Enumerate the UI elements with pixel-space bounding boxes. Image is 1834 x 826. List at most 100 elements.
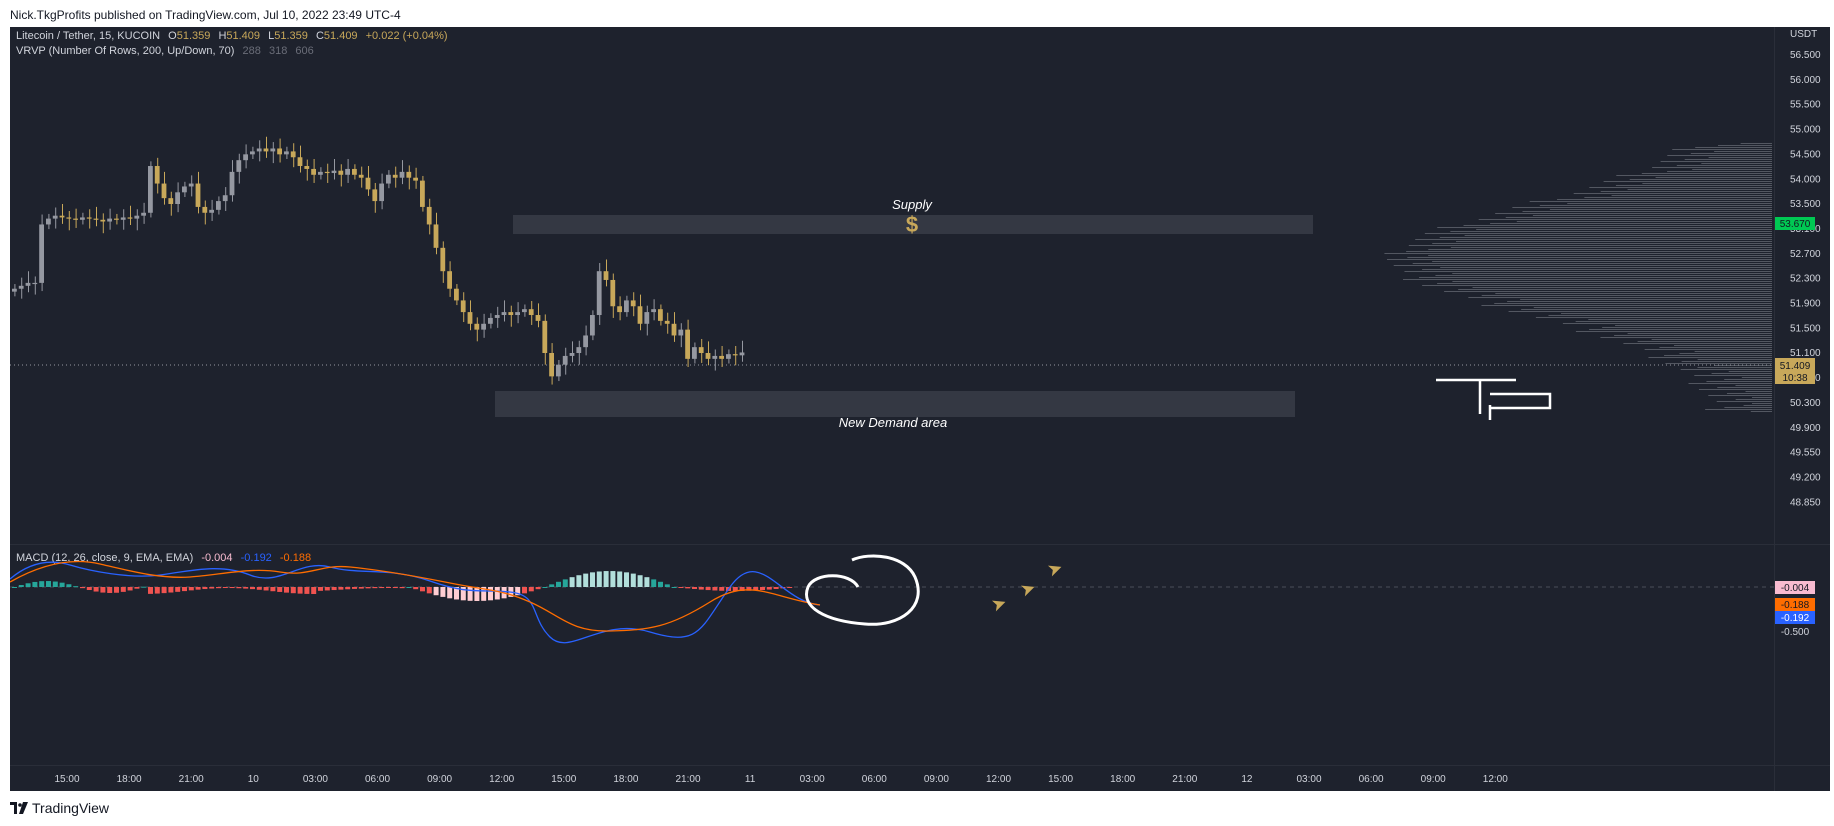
candle-body	[318, 171, 323, 175]
volume-profile-bar	[1652, 167, 1772, 168]
volume-profile-bar	[1408, 245, 1772, 246]
volume-profile-bar	[1644, 349, 1772, 350]
tradingview-icon	[10, 802, 28, 814]
volume-profile-bar	[1676, 165, 1772, 166]
macd-hist-bar	[66, 584, 72, 587]
volume-profile-bar	[1674, 345, 1772, 346]
macd-hist-bar	[406, 587, 412, 588]
volume-profile-bar	[1667, 171, 1772, 172]
macd-hist-bar	[345, 587, 351, 590]
time-tick: 09:00	[924, 774, 949, 785]
publish-info: Nick.TkgProfits published on TradingView…	[10, 8, 401, 22]
volume-profile-bar	[1472, 287, 1772, 288]
price-tick: 51.900	[1790, 299, 1821, 310]
volume-profile-bar	[1680, 369, 1772, 370]
candle-body	[712, 355, 718, 359]
chart-canvas[interactable]: Supply $ New Demand area Litecoin / Teth…	[9, 27, 1830, 791]
price-axis[interactable]: USDT 56.500 56.000 55.500 55.000 54.500 54.00…	[1790, 29, 1821, 508]
time-axis[interactable]: 15:00 18:00 21:00 10 03:00 06:00 09:00 12:00 15:…	[54, 774, 1508, 785]
volume-profile-bar	[1697, 367, 1772, 368]
pane-separator	[10, 544, 1830, 545]
candle-body	[583, 335, 588, 348]
volume-profile-bar	[1478, 219, 1772, 220]
candle-body	[522, 309, 527, 313]
macd-hist-bar	[732, 587, 738, 591]
chart-frame[interactable]: Supply $ New Demand area Litecoin / Teth…	[9, 27, 1830, 791]
candle-body	[39, 224, 44, 283]
price-tick: 53.500	[1790, 199, 1821, 210]
macd-hist-value: -0.004	[201, 552, 232, 564]
tradingview-logo[interactable]: TradingView	[10, 800, 109, 816]
volume-profile-bar	[1450, 231, 1772, 232]
candle-body	[420, 180, 425, 207]
macd-hist-bar	[284, 587, 289, 593]
time-tick: 18:00	[613, 774, 638, 785]
macd-hist-bar	[120, 587, 126, 592]
volume-profile-bar	[1655, 177, 1772, 178]
volume-profile-bar	[1648, 357, 1772, 358]
macd-hist-bar	[685, 587, 691, 589]
tp-logo	[1436, 378, 1552, 420]
macd-hist-bar	[188, 587, 194, 591]
candle-body	[508, 312, 514, 316]
volume-profile-bar	[1440, 267, 1772, 268]
demand-label: New Demand area	[839, 415, 947, 430]
candle-body	[182, 186, 187, 193]
time-tick: 03:00	[1296, 774, 1321, 785]
candle-body	[209, 209, 214, 213]
time-tick: 09:00	[427, 774, 452, 785]
volume-profile-bar	[1752, 403, 1772, 404]
candle-body	[66, 217, 72, 219]
volume-profile-bar	[1600, 337, 1772, 338]
time-tick: 12	[1241, 774, 1253, 785]
price-tick: 49.200	[1790, 472, 1821, 483]
macd-hist-bar	[719, 587, 725, 591]
svg-text:-0.188: -0.188	[1781, 600, 1810, 611]
candle-body	[379, 183, 384, 202]
macd-hist-bar	[494, 587, 500, 600]
volume-profile-bar	[1407, 257, 1772, 258]
volume-profile-bar	[1403, 279, 1772, 280]
demand-zone[interactable]	[495, 391, 1295, 417]
highlight-circle	[805, 554, 920, 626]
supply-zone[interactable]	[513, 215, 1313, 234]
volume-profile-bar	[1692, 169, 1772, 170]
volume-profile-bar	[1627, 333, 1772, 334]
volume-profile-bar	[1708, 395, 1772, 396]
volume-profile-bar	[1384, 253, 1772, 254]
macd-hist-bar	[712, 587, 718, 591]
candle-body	[644, 312, 650, 324]
macd-hist-bar	[243, 587, 249, 589]
macd-line-tag	[1775, 611, 1815, 624]
volume-profile-bar	[1711, 373, 1772, 374]
candle-body	[236, 160, 242, 172]
macd-hist-bar	[624, 572, 629, 587]
volume-profile-bar	[1588, 319, 1772, 320]
price-tick: 56.000	[1790, 75, 1821, 86]
candle-body	[80, 217, 85, 220]
macd-hist-bar	[447, 587, 453, 599]
volume-profile-bar	[1533, 307, 1772, 308]
svg-text:Litecoin / Tether, 15, KUCOIN: Litecoin / Tether, 15, KUCOIN O51.359 H5…	[16, 30, 448, 42]
time-tick: 10	[248, 774, 260, 785]
candle-body	[392, 174, 398, 178]
candle-body	[549, 353, 554, 377]
macd-hist-bar	[692, 587, 697, 589]
macd-hist-bar	[270, 587, 276, 592]
time-tick: 06:00	[862, 774, 887, 785]
candle-body	[637, 306, 643, 324]
last-price-tag	[1775, 358, 1815, 384]
volume-profile-bar	[1412, 263, 1772, 264]
volume-profile-bar	[1508, 311, 1772, 312]
macd-hist-bar	[338, 587, 344, 590]
volume-profile-bar	[1752, 397, 1772, 398]
volume-profile-bar	[1468, 297, 1772, 298]
macd-hist-bar	[583, 573, 589, 587]
volume-profile-bar	[1406, 251, 1772, 252]
macd-hist-bar	[637, 575, 643, 587]
volume-profile-bar	[1603, 181, 1772, 182]
price-tick: 55.500	[1790, 100, 1821, 111]
macd-hist-bar	[59, 582, 65, 587]
candle-body	[127, 217, 133, 219]
macd-line-value: -0.192	[241, 552, 272, 564]
